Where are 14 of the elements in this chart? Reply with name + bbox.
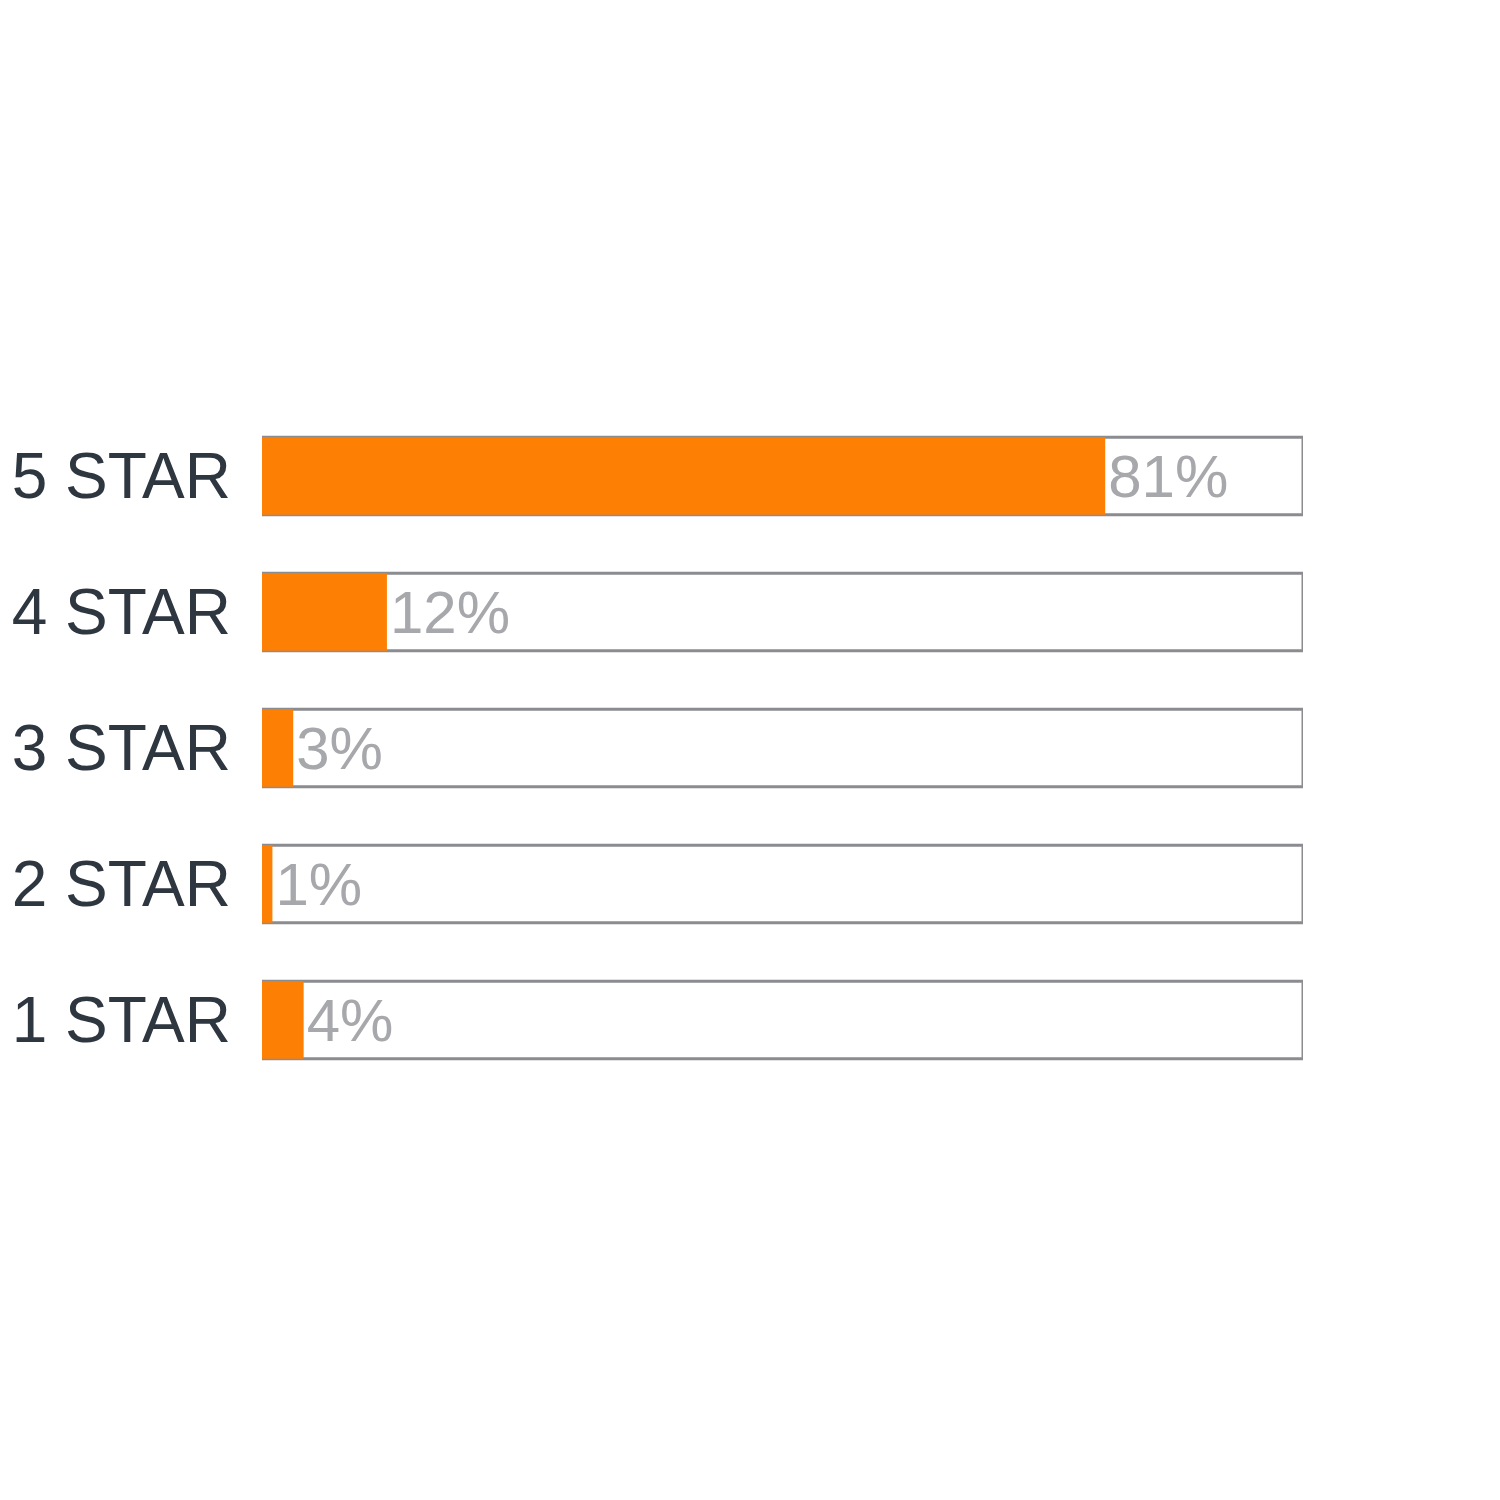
- data-label: 81%: [1108, 442, 1229, 510]
- bar: [262, 845, 273, 923]
- data-label: 4%: [306, 986, 394, 1054]
- y-tick-label: 5 STAR: [11, 440, 231, 513]
- y-tick-label: 3 STAR: [11, 712, 231, 785]
- bar: [262, 709, 294, 787]
- y-tick-label: 2 STAR: [11, 848, 231, 921]
- y-tick-label: 4 STAR: [11, 576, 231, 649]
- data-label: 3%: [296, 714, 383, 782]
- data-label: 12%: [389, 578, 511, 646]
- data-label: 1%: [275, 850, 363, 918]
- bar: [262, 573, 387, 651]
- y-tick-label: 1 STAR: [11, 984, 231, 1057]
- bar: [262, 981, 304, 1059]
